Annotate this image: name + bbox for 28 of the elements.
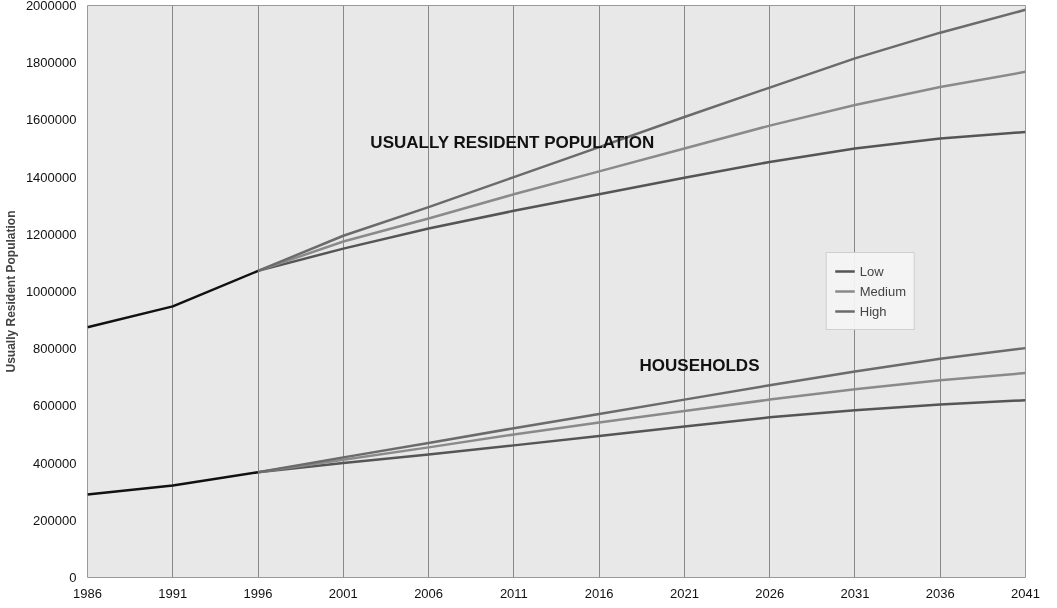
y-tick-label: 1800000 [25, 55, 77, 71]
y-tick-label: 1400000 [25, 169, 77, 185]
y-tick-label: 0 [69, 570, 77, 585]
y-tick-label: 800000 [33, 341, 77, 357]
y-tick-label: 600000 [33, 398, 77, 414]
x-tick-label: 1991 [158, 585, 188, 601]
y-tick-label: 1600000 [25, 112, 77, 128]
y-tick-label: 2000000 [25, 0, 77, 13]
x-tick-label: 1986 [73, 585, 102, 601]
y-tick-label: 1000000 [25, 284, 77, 299]
legend-label: Low [859, 263, 884, 279]
x-tick-label: 2001 [328, 585, 358, 601]
legend-label: High [859, 303, 887, 319]
x-tick-label: 2021 [669, 585, 699, 601]
legend-label: Medium [859, 283, 906, 299]
y-tick-label: 1200000 [25, 226, 77, 242]
x-tick-label: 2036 [925, 585, 955, 601]
annotation: HOUSEHOLDS [639, 356, 760, 375]
x-tick-label: 2026 [755, 585, 785, 601]
y-axis-title: Usually Resident Population [3, 210, 18, 373]
x-tick-label: 2016 [584, 585, 614, 601]
x-tick-label: 2041 [1011, 585, 1040, 601]
x-tick-label: 2011 [499, 585, 528, 601]
y-tick-label: 400000 [33, 455, 77, 471]
x-tick-label: 1996 [243, 585, 273, 601]
x-tick-label: 2031 [840, 585, 870, 601]
y-tick-label: 200000 [33, 512, 77, 528]
x-tick-label: 2006 [414, 585, 444, 601]
